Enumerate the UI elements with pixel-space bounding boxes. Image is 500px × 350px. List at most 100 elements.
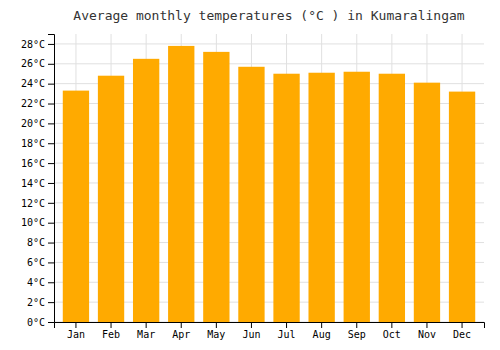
tick-mark	[48, 302, 54, 303]
tick: Jun	[242, 322, 260, 340]
x-axis: Jan Feb Mar Apr May Jun Jul Aug Sep Oct Nov Dec	[55, 322, 485, 340]
tick-label: 6°C	[27, 257, 45, 268]
tick: Oct	[383, 322, 401, 340]
tick: 20°C	[21, 118, 54, 129]
tick-mark	[356, 322, 357, 328]
tick-mark	[251, 322, 252, 328]
tick-mark	[391, 322, 392, 328]
tick-label: Jan	[67, 329, 85, 340]
chart: Average monthly temperatures (°C ) in Ku…	[0, 0, 500, 350]
tick: 6°C	[27, 257, 54, 268]
tick-label: Apr	[172, 329, 190, 340]
title: Average monthly temperatures (°C ) in Ku…	[73, 8, 465, 23]
tick-mark	[75, 322, 76, 328]
tick-mark	[286, 322, 287, 328]
tick: 4°C	[27, 277, 54, 288]
bar	[273, 74, 299, 322]
tick: Jan	[67, 322, 85, 340]
bar	[168, 46, 194, 322]
tick: 28°C	[21, 39, 54, 50]
tick-mark	[48, 163, 54, 164]
y-axis: 0°C 2°C 4°C 6°C 8°C 10°C 12°C 14°C 16°C 18°C 20°C 2…	[21, 35, 55, 328]
tick: 24°C	[21, 78, 54, 89]
tick-mark	[48, 262, 54, 263]
tick: Dec	[453, 322, 471, 340]
bar	[203, 52, 229, 322]
tick-mark	[48, 322, 54, 323]
tick-mark	[48, 203, 54, 204]
tick-label: Jun	[242, 329, 260, 340]
plot: 0°C 2°C 4°C 6°C 8°C 10°C 12°C 14°C 16°C 18°C 20°C 2…	[21, 34, 485, 340]
bars	[63, 46, 475, 322]
tick: 18°C	[21, 138, 54, 149]
tick-mark	[48, 243, 54, 244]
tick-label: May	[207, 329, 225, 340]
tick-label: Jul	[278, 329, 296, 340]
tick-mark	[48, 143, 54, 144]
tick-label: Aug	[313, 329, 331, 340]
tick-mark	[48, 123, 54, 124]
bar	[63, 91, 89, 322]
tick-mark	[48, 44, 54, 45]
tick: 0°C	[27, 317, 54, 328]
tick-label: Nov	[418, 329, 436, 340]
tick-mark	[146, 322, 147, 328]
tick-mark	[48, 64, 54, 65]
tick-label: 12°C	[21, 198, 45, 209]
tick-label: 2°C	[27, 297, 45, 308]
grid-line	[54, 43, 484, 44]
bar	[344, 72, 370, 322]
tick: Aug	[313, 322, 331, 340]
tick-label: 8°C	[27, 237, 45, 248]
tick: Apr	[172, 322, 190, 340]
tick-label: Oct	[383, 329, 401, 340]
tick-label: Dec	[453, 329, 471, 340]
tick-mark	[321, 322, 322, 328]
tick-label: Feb	[102, 329, 120, 340]
tick: 16°C	[21, 158, 54, 169]
bar	[449, 92, 475, 322]
tick: May	[207, 322, 225, 340]
tick-mark	[181, 322, 182, 328]
tick-mark	[48, 282, 54, 283]
tick-mark	[48, 183, 54, 184]
tick-mark	[48, 84, 54, 85]
bar	[238, 67, 264, 322]
tick: 10°C	[21, 217, 54, 228]
tick: Nov	[418, 322, 436, 340]
bar	[414, 83, 440, 322]
tick-label: 28°C	[21, 39, 45, 50]
bar	[379, 74, 405, 322]
tick-mark	[216, 322, 217, 328]
tick-mark	[48, 104, 54, 105]
tick-label: 16°C	[21, 158, 45, 169]
tick-mark	[462, 322, 463, 328]
tick: 26°C	[21, 58, 54, 69]
tick: 8°C	[27, 237, 54, 248]
tick: 22°C	[21, 98, 54, 109]
bar	[133, 59, 159, 322]
bar	[308, 73, 334, 322]
axis-line	[55, 323, 485, 329]
tick-label: Mar	[137, 329, 155, 340]
tick-mark	[426, 322, 427, 328]
tick-label: 20°C	[21, 118, 45, 129]
tick: 14°C	[21, 178, 54, 189]
axis-line	[48, 35, 55, 323]
tick: Feb	[102, 322, 120, 340]
tick-label: 24°C	[21, 78, 45, 89]
tick-label: 0°C	[27, 317, 45, 328]
tick-label: Sep	[348, 329, 366, 340]
tick-mark	[48, 223, 54, 224]
tick-label: 4°C	[27, 277, 45, 288]
tick: 2°C	[27, 297, 54, 308]
tick-mark	[111, 322, 112, 328]
tick-label: 26°C	[21, 58, 45, 69]
tick: Mar	[137, 322, 155, 340]
grid	[54, 34, 484, 322]
grid-line	[54, 63, 484, 64]
tick-label: 18°C	[21, 138, 45, 149]
tick: 12°C	[21, 198, 54, 209]
tick: Sep	[348, 322, 366, 340]
bar	[98, 76, 124, 322]
